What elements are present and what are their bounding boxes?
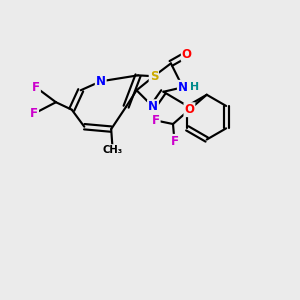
Text: F: F bbox=[32, 81, 40, 94]
Text: F: F bbox=[152, 114, 160, 127]
Text: N: N bbox=[96, 75, 106, 88]
Text: S: S bbox=[150, 70, 158, 83]
Text: F: F bbox=[170, 135, 178, 148]
Text: CH₃: CH₃ bbox=[103, 145, 123, 155]
Text: H: H bbox=[190, 82, 199, 92]
Text: O: O bbox=[184, 103, 194, 116]
Text: N: N bbox=[178, 81, 188, 94]
Text: O: O bbox=[182, 48, 192, 61]
Text: N: N bbox=[148, 100, 158, 113]
Text: F: F bbox=[30, 107, 38, 120]
